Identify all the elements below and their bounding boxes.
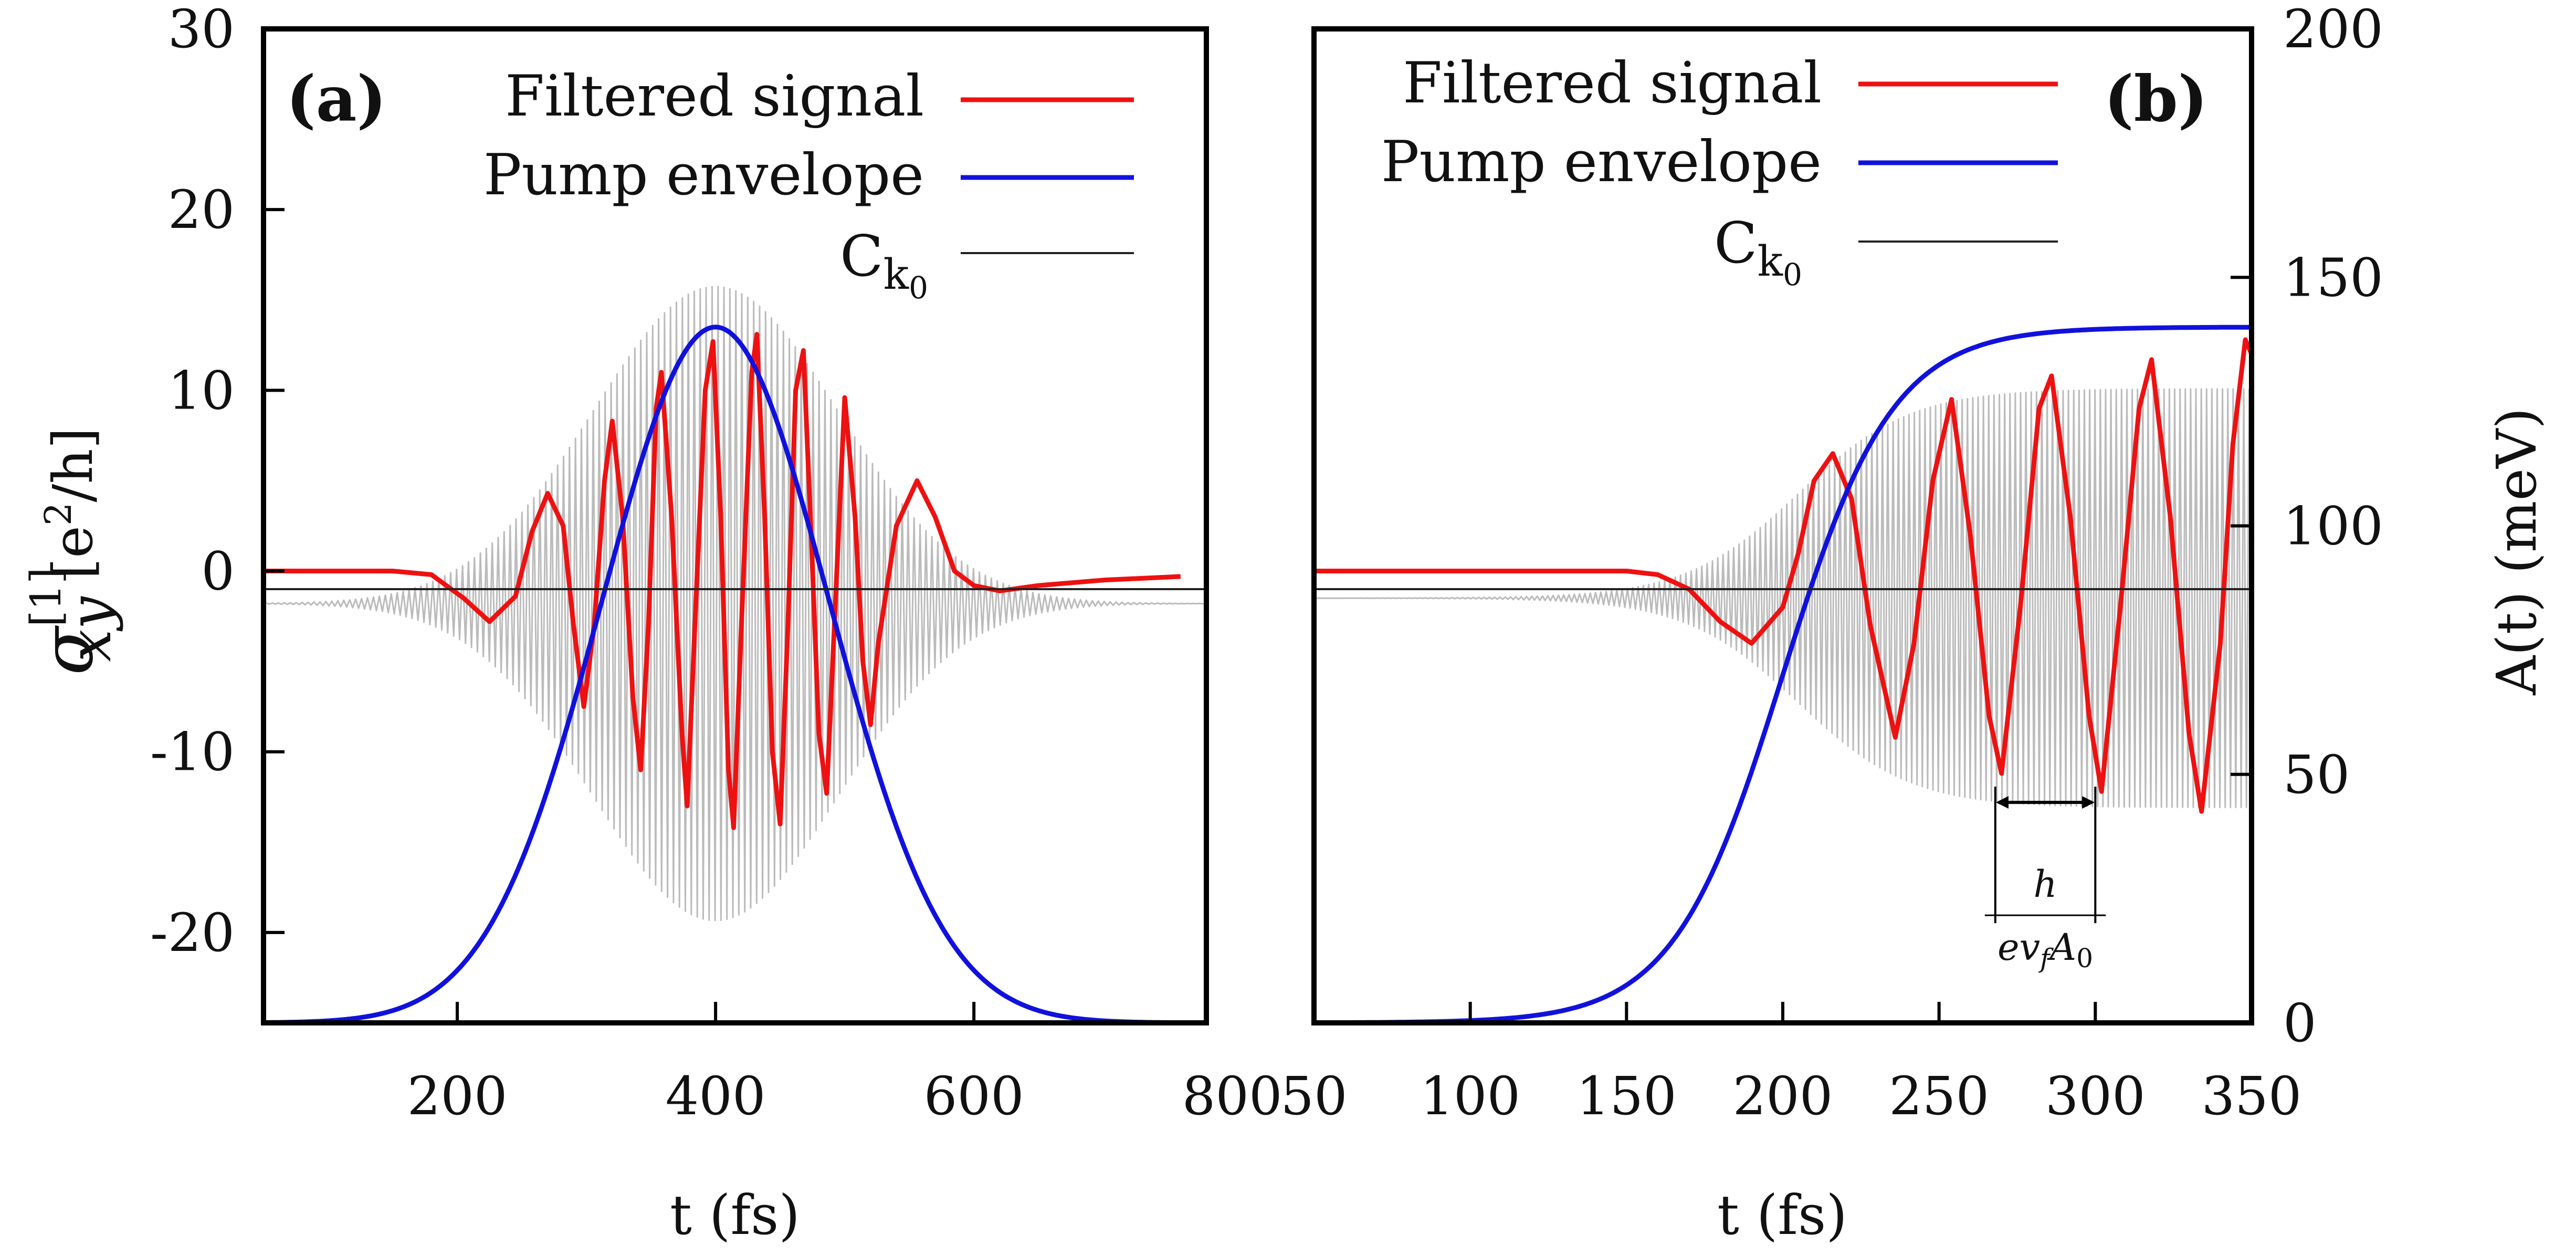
panel-a-x-tick-label: 400 <box>666 1065 766 1127</box>
panel-b-tag: (b) <box>2104 62 2207 136</box>
panel-b-x-tick-label: 150 <box>1576 1065 1677 1127</box>
panel-b-x-tick-label: 300 <box>2045 1065 2146 1127</box>
panel-b-legend-filtered-label: Filtered signal <box>1403 50 1822 116</box>
panel-a-frame <box>261 26 1209 1025</box>
panel-a-y-tick-label: 30 <box>168 0 235 60</box>
panel-a-x-tick-label: 200 <box>407 1065 508 1127</box>
panel-a-plot-area <box>264 286 1206 1023</box>
panel-b-x-tick-label: 350 <box>2202 1065 2302 1127</box>
panel-a-legend-filtered-label: Filtered signal <box>505 64 924 129</box>
panel-a-y-tick-label: 20 <box>168 179 235 240</box>
panel-b-right-y-tick-label: 150 <box>2283 247 2383 308</box>
panel-a-series-filtered-signal <box>264 332 1181 830</box>
panel-b-right-y-tick-label: 100 <box>2283 496 2383 557</box>
panel-a-legend-ck0-label: Ck0 <box>840 224 928 306</box>
panel-a-series-pump-envelope <box>264 325 1206 1023</box>
panel-b-legend-pump-label: Pump envelope <box>1381 129 1822 195</box>
annotation-numerator: h <box>2034 863 2057 906</box>
panel-b-legend-ck0-label: Ck0 <box>1714 211 1802 292</box>
panel-a-x-tick-label: 600 <box>924 1065 1024 1127</box>
panel-b-x-axis-title: t (fs) <box>1717 1183 1847 1247</box>
panel-a: 200 400 600 800 -20 -10 0 10 20 30 Filtered sign… <box>22 0 1282 1247</box>
panel-b-frame <box>1311 26 2254 1025</box>
panel-b-x-ticks: 50 100 150 200 250 300 350 <box>1280 1002 2301 1127</box>
panel-a-y-tick-label: -10 <box>150 721 235 783</box>
panel-b-right-y-tick-label: 200 <box>2283 0 2383 60</box>
panel-b-right-y-ticks: 0 50 100 150 200 <box>2231 0 2383 1054</box>
panel-a-y-tick-label: 0 <box>201 541 235 602</box>
panel-b-x-tick-label: 50 <box>1280 1065 1347 1127</box>
panel-b-right-y-axis-title: A(t) (meV) <box>2485 407 2549 696</box>
panel-b: 50 100 150 200 250 300 350 0 50 100 150 200 Filter… <box>1280 0 2549 1247</box>
panel-b-plot-area <box>1314 325 2252 1023</box>
panel-b-x-tick-label: 200 <box>1733 1065 1833 1127</box>
panel-a-x-axis-title: t (fs) <box>670 1183 800 1247</box>
panel-a-x-ticks: 200 400 600 800 <box>407 1002 1282 1127</box>
panel-a-legend-pump-label: Pump envelope <box>483 142 924 208</box>
svg-text:σ[1]xy [e2/h]: σ[1]xy [e2/h] <box>22 427 124 675</box>
annotation-denominator: evfA0 <box>1997 926 2093 974</box>
panel-a-y-tick-label: -20 <box>150 902 235 964</box>
panel-b-series-raw-signal <box>1314 388 2250 809</box>
panel-b-period-annotation: h evfA0 <box>1984 787 2106 974</box>
panel-a-y-tick-label: 10 <box>168 360 235 421</box>
panel-b-right-y-tick-label: 0 <box>2283 992 2317 1054</box>
panel-b-x-tick-label: 250 <box>1889 1065 1989 1127</box>
panel-a-x-tick-label: 800 <box>1182 1065 1282 1127</box>
panel-a-y-axis-title: σ[1]xy [e2/h] <box>22 427 124 675</box>
panel-b-x-tick-label: 100 <box>1420 1065 1520 1127</box>
panel-a-series-raw-signal <box>264 286 1205 922</box>
panel-b-right-y-tick-label: 50 <box>2283 744 2350 805</box>
panel-a-y-ticks: -20 -10 0 10 20 30 <box>150 0 285 964</box>
panel-a-tag: (a) <box>286 62 386 136</box>
